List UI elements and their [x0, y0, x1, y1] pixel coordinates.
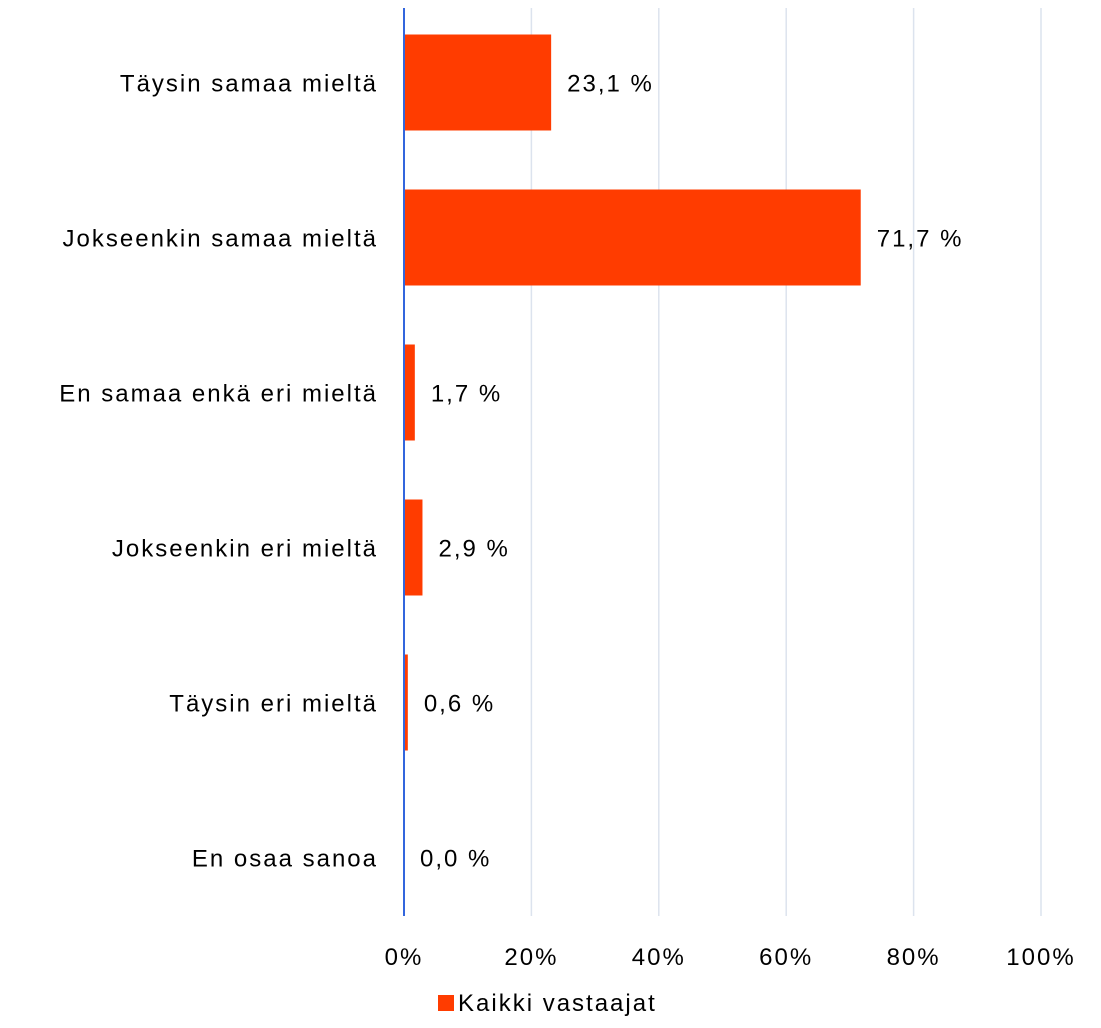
data-label: 0,0 % [420, 846, 491, 873]
gridlines [530, 8, 1042, 916]
bar [404, 499, 423, 596]
x-tick-labels: 0% 20% 40% 60% 80% 100% [385, 944, 1075, 971]
category-label: Jokseenkin eri mieltä [112, 536, 378, 563]
category-label: Täysin samaa mieltä [120, 71, 378, 98]
legend: Kaikki vastaajat [438, 990, 657, 1017]
bar [404, 344, 415, 441]
category-label: Jokseenkin samaa mieltä [63, 226, 378, 253]
data-label: 23,1 % [567, 71, 654, 98]
x-tick-label: 20% [504, 944, 558, 971]
category-label: En osaa sanoa [192, 846, 378, 873]
data-label: 2,9 % [438, 536, 509, 563]
bars [404, 34, 861, 751]
data-label: 0,6 % [424, 691, 495, 718]
category-label: Täysin eri mieltä [169, 691, 378, 718]
category-label: En samaa enkä eri mieltä [59, 381, 378, 408]
x-tick-label: 80% [887, 944, 941, 971]
bar [404, 654, 408, 751]
data-label: 1,7 % [431, 381, 502, 408]
bar [404, 34, 552, 131]
x-tick-label: 100% [1006, 944, 1075, 971]
x-tick-label: 40% [632, 944, 686, 971]
category-labels: Täysin samaa mieltä Jokseenkin samaa miel… [59, 71, 378, 873]
x-tick-label: 0% [385, 944, 424, 971]
data-label: 71,7 % [877, 226, 964, 253]
bar [404, 189, 861, 286]
legend-swatch [438, 995, 454, 1011]
data-labels: 23,1 % 71,7 % 1,7 % 2,9 % 0,6 % 0,0 % [420, 71, 964, 873]
x-tick-label: 60% [759, 944, 813, 971]
legend-label: Kaikki vastaajat [458, 990, 657, 1017]
